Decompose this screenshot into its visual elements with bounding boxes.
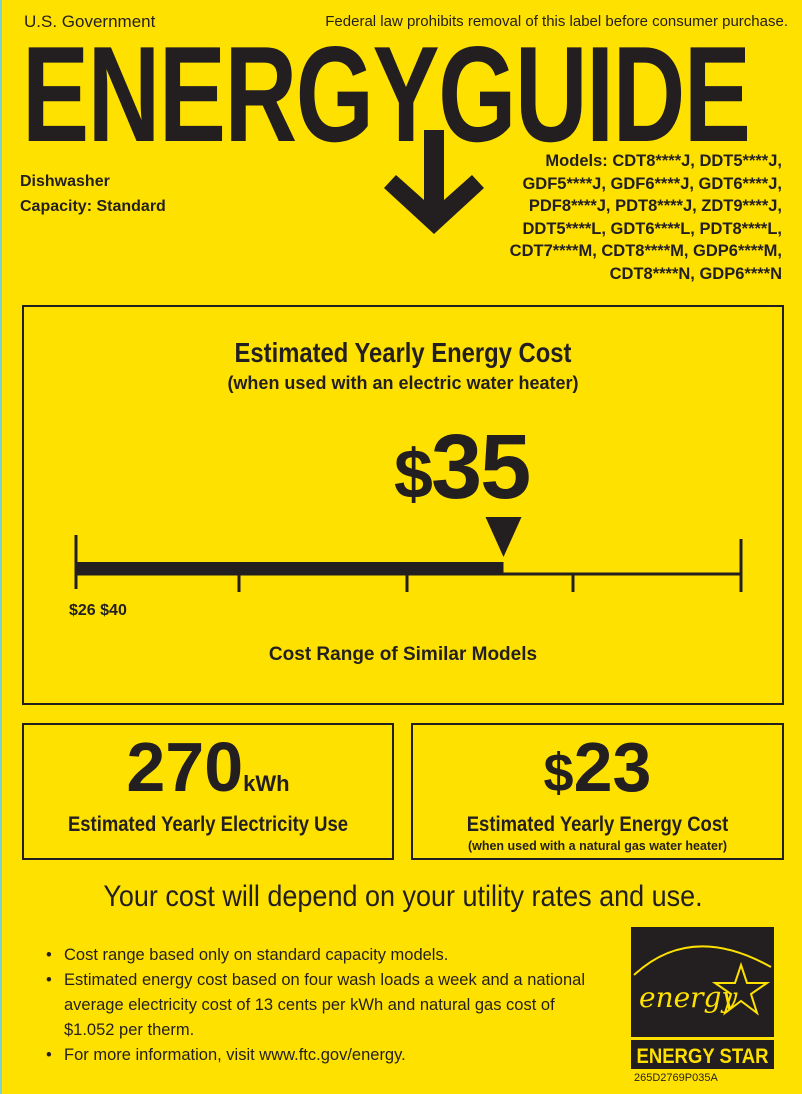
model-line: PDF8****J, PDT8****J, ZDT9****J, <box>528 197 782 215</box>
energy-star-label: ENERGY STAR <box>637 1045 769 1068</box>
model-list: Models: CDT8****J, DDT5****J, GDF5****J,… <box>362 150 782 285</box>
note-item: Cost range based only on standard capaci… <box>42 943 602 968</box>
us-government-label: U.S. Government <box>24 12 156 31</box>
energy-star-logo: energy ENERGY STAR <box>631 927 774 1069</box>
gas-cost-sublabel: (when used with a natural gas water heat… <box>467 839 728 853</box>
yearly-cost-value: $35 <box>394 415 531 520</box>
note-item: Estimated energy cost based on four wash… <box>42 968 602 1043</box>
model-line: GDF5****J, GDF6****J, GDT6****J, <box>522 174 782 193</box>
gas-cost-label: Estimated Yearly Energy Cost <box>466 813 729 836</box>
gas-cost-number: 23 <box>573 728 652 806</box>
kwh-unit: kWh <box>243 771 290 796</box>
dollar-sign: $ <box>394 435 433 513</box>
model-line: DDT5****L, GDT6****L, PDT8****L, <box>522 219 782 238</box>
product-type: Dishwasher <box>20 173 110 190</box>
cost-range-scale <box>74 517 743 592</box>
gas-cost-value: $23 <box>413 727 782 807</box>
product-info: Dishwasher Capacity: Standard <box>20 169 166 219</box>
product-capacity: Capacity: Standard <box>20 198 166 215</box>
notes-list: Cost range based only on standard capaci… <box>42 943 602 1068</box>
federal-law-notice: Federal law prohibits removal of this la… <box>325 13 788 30</box>
gas-cost-box: $23 Estimated Yearly Energy Cost (when u… <box>411 723 784 860</box>
scale-fill <box>76 562 504 575</box>
main-title: Estimated Yearly Energy Cost <box>234 337 572 368</box>
model-line: CDT7****M, CDT8****M, GDP6****M, <box>509 242 782 260</box>
range-caption: Cost Range of Similar Models <box>268 644 538 665</box>
energyguide-wordmark: ENERGYGUIDE <box>22 18 751 170</box>
range-labels: $26 $40 <box>69 602 127 619</box>
note-item: For more information, visit www.ftc.gov/… <box>42 1043 602 1068</box>
dollar-sign: $ <box>543 743 574 803</box>
cost-marker-icon <box>485 517 522 557</box>
electricity-label: Estimated Yearly Electricity Use <box>67 813 349 836</box>
electricity-use-box: 270kWh Estimated Yearly Electricity Use <box>22 723 394 860</box>
model-line: CDT8****N, GDP6****N <box>609 264 782 283</box>
star-icon <box>711 961 771 1016</box>
energy-script: energy <box>639 981 738 1014</box>
model-line: Models: CDT8****J, DDT5****J, <box>545 152 782 170</box>
electricity-value: 270kWh <box>24 727 392 807</box>
label-code: 265D2769P035A <box>634 1072 718 1084</box>
down-arrow-icon <box>384 130 484 234</box>
depend-statement: Your cost will depend on your utility ra… <box>103 880 703 913</box>
main-cost-box: Estimated Yearly Energy Cost (when used … <box>22 305 784 705</box>
cost-number: 35 <box>430 416 531 518</box>
main-subtitle: (when used with an electric water heater… <box>227 373 579 393</box>
kwh-number: 270 <box>126 728 244 806</box>
